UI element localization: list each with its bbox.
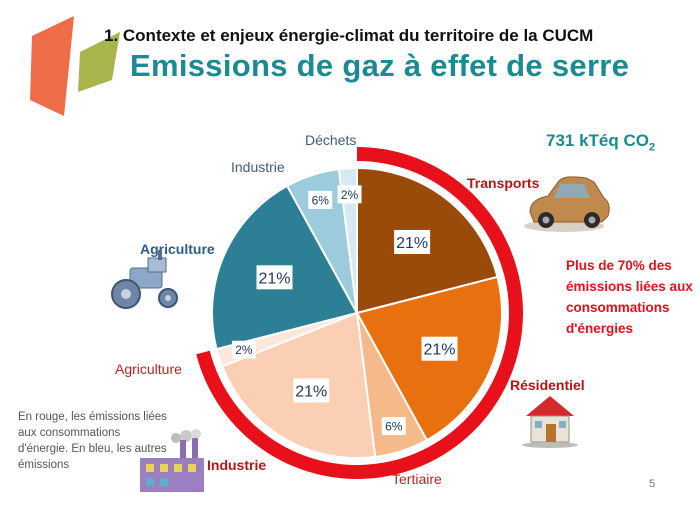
- data-label-agriculture: 2%: [231, 340, 256, 359]
- slice-name-déchets: Déchets: [305, 132, 356, 148]
- total-emissions-subscript: 2: [649, 141, 656, 154]
- car-icon: [524, 176, 610, 232]
- total-emissions-value: 731 kTéq CO: [546, 131, 649, 150]
- logo-orange-shape: [30, 16, 74, 116]
- data-label-transports: 21%: [394, 229, 431, 254]
- pie-slice-other-déchets: [337, 166, 358, 314]
- slice-name-tertiaire: Tertiaire: [392, 471, 442, 487]
- slide-logo: [30, 16, 120, 116]
- svg-text:6%: 6%: [312, 193, 330, 207]
- total-emissions: 731 kTéq CO2: [546, 131, 655, 153]
- svg-text:6%: 6%: [385, 420, 403, 434]
- svg-text:21%: 21%: [295, 383, 327, 400]
- slice-name-agriculture: Agriculture: [140, 241, 215, 257]
- svg-text:21%: 21%: [423, 342, 455, 359]
- svg-text:21%: 21%: [258, 270, 290, 287]
- tractor-icon: [111, 250, 178, 309]
- energy-share-note: Plus de 70% des émissions liées aux cons…: [566, 258, 693, 336]
- house-icon: [522, 396, 578, 448]
- slice-name-industrie: Industrie: [231, 159, 285, 175]
- data-label-agriculture: 21%: [256, 265, 293, 290]
- data-label-résidentiel: 21%: [421, 336, 458, 361]
- svg-text:2%: 2%: [341, 188, 359, 202]
- logo-green-shape: [78, 32, 120, 92]
- svg-text:2%: 2%: [235, 343, 253, 357]
- data-label-tertiaire: 6%: [381, 417, 406, 436]
- slice-name-résidentiel: Résidentiel: [510, 377, 585, 393]
- factory-icon: [140, 429, 204, 492]
- slice-name-industrie: Industrie: [207, 457, 266, 473]
- slice-name-transports: Transports: [467, 175, 540, 191]
- slice-name-agriculture: Agriculture: [115, 361, 182, 377]
- page-title: Emissions de gaz à effet de serre: [130, 48, 630, 83]
- svg-text:21%: 21%: [396, 235, 428, 252]
- section-title: 1. Contexte et enjeux énergie-climat du …: [104, 26, 594, 45]
- data-label-déchets: 2%: [337, 185, 362, 204]
- data-label-industrie: 21%: [293, 378, 330, 403]
- page-number: 5: [649, 478, 656, 490]
- legend-note: En rouge, les émissions liées aux consom…: [18, 411, 167, 471]
- data-label-industrie: 6%: [308, 190, 333, 209]
